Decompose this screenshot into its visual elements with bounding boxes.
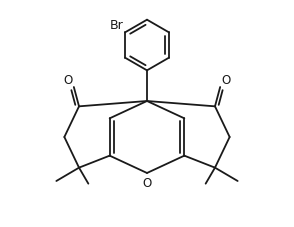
Text: O: O — [63, 73, 73, 86]
Text: Br: Br — [110, 19, 124, 32]
Text: O: O — [142, 176, 152, 189]
Text: O: O — [221, 73, 231, 86]
